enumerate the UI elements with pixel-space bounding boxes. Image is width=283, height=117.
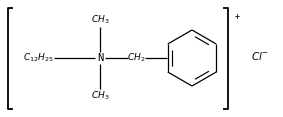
Text: $CH_3$: $CH_3$: [91, 90, 109, 102]
Text: $CH_2$: $CH_2$: [127, 52, 145, 64]
Text: $Cl^{-}$: $Cl^{-}$: [251, 50, 269, 62]
Text: +: +: [235, 12, 240, 21]
Text: $C_{12}H_{25}$: $C_{12}H_{25}$: [23, 52, 53, 64]
Text: $CH_3$: $CH_3$: [91, 14, 109, 26]
Text: N: N: [97, 53, 103, 63]
